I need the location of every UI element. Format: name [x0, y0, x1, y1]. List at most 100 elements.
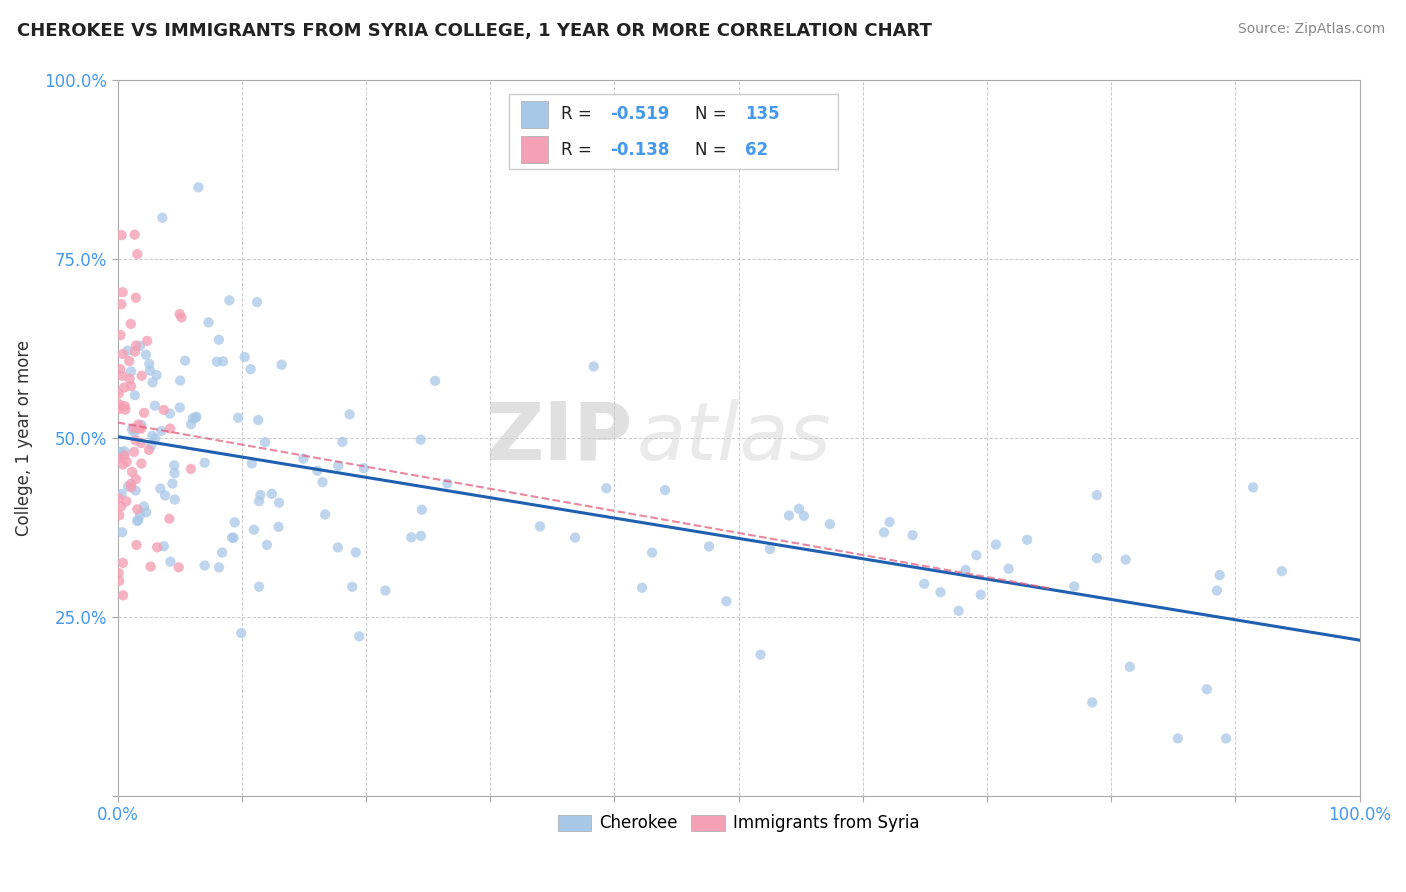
Point [153, 488, 176, 502]
Point [110, 228, 132, 243]
Point [970, 588, 993, 602]
Point [267, 496, 290, 510]
Point [138, 442, 160, 457]
Point [184, 410, 207, 425]
Point [167, 560, 190, 574]
Point [595, 481, 617, 495]
Point [778, 508, 800, 523]
Point [240, 457, 263, 471]
Point [247, 580, 270, 594]
Point [749, 648, 772, 662]
Point [129, 339, 152, 353]
Point [159, 421, 181, 435]
Text: 135: 135 [745, 105, 779, 123]
Text: 62: 62 [745, 141, 768, 159]
Point [117, 343, 139, 358]
Point [120, 364, 142, 378]
Point [120, 480, 142, 494]
Point [170, 310, 193, 325]
Text: R =: R = [561, 141, 598, 159]
Point [111, 368, 134, 383]
Point [111, 556, 134, 570]
Point [211, 545, 233, 559]
Point [697, 540, 720, 554]
Point [759, 542, 782, 557]
Y-axis label: College, 1 year or more: College, 1 year or more [15, 340, 32, 536]
Point [409, 529, 432, 543]
Point [307, 464, 329, 478]
Point [108, 397, 131, 411]
Point [141, 439, 163, 453]
Point [127, 502, 149, 516]
Point [221, 531, 243, 545]
Point [118, 354, 141, 368]
Text: -0.138: -0.138 [610, 141, 671, 159]
Point [115, 494, 138, 508]
Point [948, 604, 970, 618]
Point [110, 445, 132, 459]
Text: atlas: atlas [637, 399, 831, 477]
Text: Source: ZipAtlas.com: Source: ZipAtlas.com [1237, 22, 1385, 37]
Point [326, 541, 349, 555]
Point [929, 585, 952, 599]
Point [111, 285, 134, 300]
Point [110, 487, 132, 501]
Point [124, 227, 146, 242]
Point [879, 515, 901, 529]
Point [205, 354, 228, 368]
Point [136, 334, 159, 348]
Point [124, 388, 146, 402]
Point [125, 291, 148, 305]
Point [159, 407, 181, 421]
Point [246, 295, 269, 310]
Point [143, 432, 166, 446]
Point [131, 368, 153, 383]
Point [328, 458, 350, 473]
Point [129, 436, 152, 450]
FancyBboxPatch shape [509, 95, 838, 169]
Point [132, 500, 155, 514]
Point [107, 566, 129, 580]
Point [965, 548, 987, 562]
Point [208, 333, 231, 347]
Point [110, 500, 132, 514]
Text: N =: N = [695, 141, 733, 159]
Point [564, 531, 586, 545]
Point [180, 462, 202, 476]
Point [107, 386, 129, 401]
Point [124, 483, 146, 498]
Point [631, 581, 654, 595]
Point [124, 425, 146, 440]
Point [208, 560, 231, 574]
Point [181, 411, 204, 425]
Point [901, 528, 924, 542]
Point [124, 434, 146, 448]
Legend: Cherokee, Immigrants from Syria: Cherokee, Immigrants from Syria [551, 807, 927, 839]
Point [873, 525, 896, 540]
Point [127, 247, 149, 261]
Point [107, 450, 129, 464]
Point [121, 465, 143, 479]
Point [114, 399, 136, 413]
Point [194, 456, 217, 470]
Point [169, 307, 191, 321]
Point [174, 353, 197, 368]
Point [1081, 696, 1104, 710]
Point [529, 519, 551, 533]
Point [793, 508, 815, 523]
Point [138, 357, 160, 371]
Point [186, 409, 208, 424]
Point [163, 458, 186, 473]
Point [110, 362, 132, 376]
Point [194, 558, 217, 573]
Point [112, 380, 135, 394]
Point [1206, 583, 1229, 598]
Point [110, 297, 132, 311]
Point [314, 508, 336, 522]
Point [150, 424, 173, 438]
Point [162, 476, 184, 491]
Point [127, 514, 149, 528]
Point [120, 476, 142, 491]
Point [122, 421, 145, 435]
Text: R =: R = [561, 105, 598, 123]
